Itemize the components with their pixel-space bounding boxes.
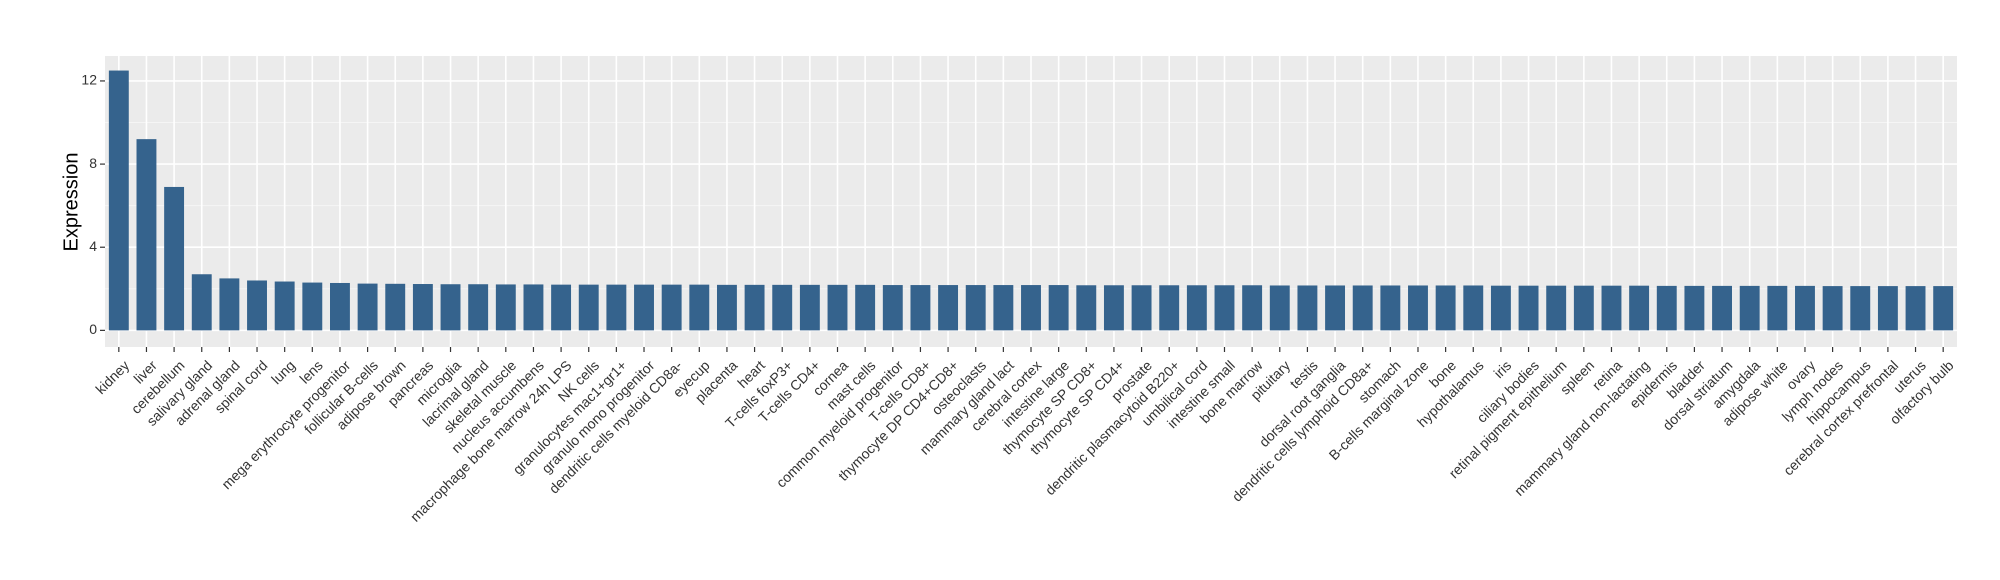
bar-28 xyxy=(882,285,903,331)
bar-22 xyxy=(716,284,737,331)
bar-42 xyxy=(1269,285,1290,331)
bar-2 xyxy=(164,186,185,331)
x-tick-label: kidney xyxy=(92,357,132,397)
bar-47 xyxy=(1408,285,1428,331)
y-axis: 0 4 8 12 xyxy=(81,72,105,337)
bar-27 xyxy=(855,284,876,331)
bar-19 xyxy=(634,284,654,331)
bar-0 xyxy=(108,70,129,331)
bar-39 xyxy=(1186,285,1207,331)
bar-34 xyxy=(1048,285,1069,331)
bar-4 xyxy=(219,278,240,331)
bar-30 xyxy=(938,285,959,331)
bar-65 xyxy=(1905,286,1926,331)
bar-58 xyxy=(1712,285,1732,331)
bar-24 xyxy=(772,284,793,331)
bar-45 xyxy=(1352,285,1373,331)
bar-36 xyxy=(1103,285,1124,331)
bar-7 xyxy=(302,282,323,331)
bar-52 xyxy=(1546,285,1567,331)
bar-29 xyxy=(910,285,931,331)
y-axis-title: Expression xyxy=(60,153,82,252)
bar-50 xyxy=(1490,285,1511,331)
bar-31 xyxy=(965,285,986,331)
bar-63 xyxy=(1850,286,1871,331)
x-tick-label: lung xyxy=(268,357,298,387)
bar-41 xyxy=(1242,285,1263,331)
bar-44 xyxy=(1325,285,1346,331)
bar-15 xyxy=(523,284,544,331)
bar-21 xyxy=(689,284,710,331)
bar-55 xyxy=(1629,285,1650,331)
y-tick-label: 4 xyxy=(89,238,97,254)
bar-40 xyxy=(1214,285,1235,331)
bar-9 xyxy=(357,283,378,331)
bar-62 xyxy=(1822,286,1843,331)
bar-38 xyxy=(1159,285,1180,331)
bar-54 xyxy=(1601,285,1622,331)
bar-59 xyxy=(1739,285,1760,331)
bar-23 xyxy=(744,284,765,331)
y-tick-label: 0 xyxy=(89,321,97,337)
bar-48 xyxy=(1435,285,1456,331)
bar-series xyxy=(108,70,1954,331)
bar-60 xyxy=(1767,285,1788,331)
bar-43 xyxy=(1297,285,1318,331)
y-tick-label: 12 xyxy=(81,72,97,88)
bar-25 xyxy=(799,284,820,331)
bar-5 xyxy=(247,280,267,331)
bar-12 xyxy=(440,284,461,331)
bar-57 xyxy=(1684,285,1705,331)
bar-18 xyxy=(606,284,627,331)
bar-32 xyxy=(993,285,1014,331)
bar-11 xyxy=(412,284,433,331)
bar-3 xyxy=(191,274,212,331)
bar-56 xyxy=(1656,285,1677,331)
bar-66 xyxy=(1933,286,1954,331)
bar-6 xyxy=(274,281,295,331)
bar-51 xyxy=(1518,285,1539,331)
bar-14 xyxy=(495,284,516,331)
bar-26 xyxy=(827,284,848,331)
bar-49 xyxy=(1463,285,1484,331)
bar-1 xyxy=(136,139,157,331)
bar-61 xyxy=(1795,285,1815,331)
y-tick-label: 8 xyxy=(89,155,97,171)
bar-10 xyxy=(385,283,406,331)
bar-16 xyxy=(551,284,572,331)
bar-37 xyxy=(1131,285,1152,331)
bar-53 xyxy=(1573,285,1594,331)
bar-17 xyxy=(578,284,599,331)
bar-46 xyxy=(1380,285,1401,331)
bar-20 xyxy=(661,284,682,331)
bar-64 xyxy=(1877,286,1898,331)
bar-35 xyxy=(1076,285,1097,331)
bar-8 xyxy=(330,282,350,331)
bar-33 xyxy=(1021,285,1041,331)
bar-13 xyxy=(468,284,489,331)
